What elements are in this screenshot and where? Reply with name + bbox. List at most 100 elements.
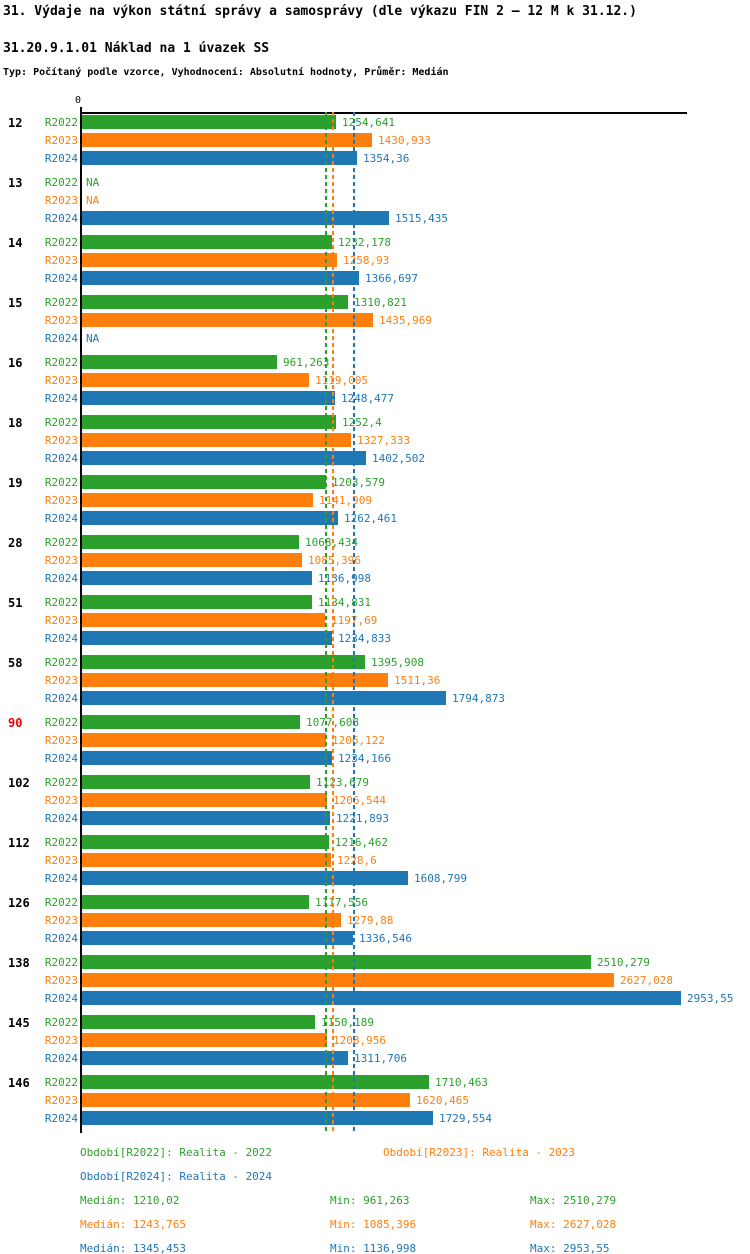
bar-value-label-R2022-102: 1123,679: [316, 776, 369, 789]
legend-median-R2022: Medián: 1210,02: [80, 1194, 180, 1207]
bar-R2024-112: [82, 871, 408, 885]
bar-R2022-112: [82, 835, 329, 849]
category-label-145: 145: [8, 1016, 30, 1030]
category-label-12: 12: [8, 116, 23, 130]
bar-R2023-145: [82, 1033, 327, 1047]
median-line-R2024: [353, 112, 355, 1133]
bar-value-label-R2023-58: 1511,36: [394, 674, 441, 687]
bar-value-label-R2022-18: 1252,4: [342, 416, 382, 429]
bar-R2023-18: [82, 433, 351, 447]
bar-value-label-R2022-138: 2510,279: [597, 956, 650, 969]
bar-R2022-145: [82, 1015, 315, 1029]
category-label-112: 112: [8, 836, 30, 850]
series-row-label-R2023-90: R2023: [44, 734, 78, 747]
bar-value-label-R2024-19: 1262,461: [344, 512, 397, 525]
bar-R2022-146: [82, 1075, 429, 1089]
series-row-label-R2022-12: R2022: [44, 116, 78, 129]
category-label-19: 19: [8, 476, 23, 490]
bar-value-label-R2024-51: 1234,833: [338, 632, 391, 645]
page-title: 31. Výdaje na výkon státní správy a samo…: [3, 4, 637, 19]
series-row-label-R2023-145: R2023: [44, 1034, 78, 1047]
bar-R2023-14: [82, 253, 337, 267]
legend-max-R2024: Max: 2953,55: [530, 1242, 610, 1254]
category-label-102: 102: [8, 776, 30, 790]
series-row-label-R2024-16: R2024: [44, 392, 78, 405]
series-row-label-R2022-51: R2022: [44, 596, 78, 609]
bar-R2023-12: [82, 133, 372, 147]
series-row-label-R2022-28: R2022: [44, 536, 78, 549]
bar-value-label-R2023-138: 2627,028: [620, 974, 673, 987]
category-label-51: 51: [8, 596, 23, 610]
bar-value-label-R2023-90: 1206,122: [332, 734, 385, 747]
category-label-16: 16: [8, 356, 23, 370]
bar-R2022-14: [82, 235, 332, 249]
bar-value-label-R2024-14: 1366,697: [365, 272, 418, 285]
bar-value-label-R2024-126: 1336,546: [359, 932, 412, 945]
bar-value-label-R2022-15: 1310,821: [354, 296, 407, 309]
bar-R2024-146: [82, 1111, 433, 1125]
series-row-label-R2023-19: R2023: [44, 494, 78, 507]
series-row-label-R2024-28: R2024: [44, 572, 78, 585]
bar-R2024-90: [82, 751, 332, 765]
series-row-label-R2022-15: R2022: [44, 296, 78, 309]
bar-value-label-R2022-14: 1232,178: [338, 236, 391, 249]
series-row-label-R2024-102: R2024: [44, 812, 78, 825]
bar-value-label-R2024-12: 1354,36: [363, 152, 410, 165]
median-line-R2022: [325, 112, 327, 1133]
legend-period-R2023: Období[R2023]: Realita - 2023: [383, 1146, 576, 1159]
indicator-type-line: Typ: Počítaný podle vzorce, Vyhodnocení:…: [3, 67, 449, 78]
bar-R2023-15: [82, 313, 373, 327]
series-row-label-R2022-90: R2022: [44, 716, 78, 729]
series-row-label-R2023-14: R2023: [44, 254, 78, 267]
series-row-label-R2023-58: R2023: [44, 674, 78, 687]
series-row-label-R2022-146: R2022: [44, 1076, 78, 1089]
category-label-14: 14: [8, 236, 23, 250]
bar-R2023-58: [82, 673, 388, 687]
series-row-label-R2023-12: R2023: [44, 134, 78, 147]
series-row-label-R2024-90: R2024: [44, 752, 78, 765]
series-row-label-R2023-138: R2023: [44, 974, 78, 987]
x-axis-zero-tick-label: 0: [75, 95, 82, 106]
missing-value-label-R2022-13: NA: [86, 176, 100, 189]
bar-R2024-19: [82, 511, 338, 525]
legend-min-R2023: Min: 1085,396: [330, 1218, 417, 1231]
series-row-label-R2022-145: R2022: [44, 1016, 78, 1029]
bar-value-label-R2023-14: 1258,93: [343, 254, 390, 267]
series-row-label-R2024-145: R2024: [44, 1052, 78, 1065]
series-row-label-R2022-126: R2022: [44, 896, 78, 909]
bar-value-label-R2024-146: 1729,554: [439, 1112, 492, 1125]
series-row-label-R2023-112: R2023: [44, 854, 78, 867]
bar-R2023-28: [82, 553, 302, 567]
series-row-label-R2024-13: R2024: [44, 212, 78, 225]
bar-value-label-R2022-28: 1068,434: [305, 536, 358, 549]
bar-R2023-51: [82, 613, 325, 627]
series-row-label-R2023-13: R2023: [44, 194, 78, 207]
series-row-label-R2023-28: R2023: [44, 554, 78, 567]
series-row-label-R2024-19: R2024: [44, 512, 78, 525]
bar-value-label-R2023-126: 1279,88: [347, 914, 394, 927]
bar-value-label-R2022-12: 1254,641: [342, 116, 395, 129]
bar-value-label-R2022-51: 1134,831: [318, 596, 371, 609]
series-row-label-R2024-15: R2024: [44, 332, 78, 345]
legend-period-R2024: Období[R2024]: Realita - 2024: [80, 1170, 273, 1183]
bar-R2022-12: [82, 115, 336, 129]
legend-max-R2022: Max: 2510,279: [530, 1194, 617, 1207]
series-row-label-R2024-12: R2024: [44, 152, 78, 165]
bar-R2024-145: [82, 1051, 348, 1065]
legend-max-R2023: Max: 2627,028: [530, 1218, 617, 1231]
series-row-label-R2023-146: R2023: [44, 1094, 78, 1107]
y-axis-line: [80, 107, 82, 1133]
legend-min-R2022: Min: 961,263: [330, 1194, 410, 1207]
series-row-label-R2023-102: R2023: [44, 794, 78, 807]
bar-value-label-R2022-19: 1203,579: [332, 476, 385, 489]
bar-value-label-R2024-16: 1248,477: [341, 392, 394, 405]
bar-value-label-R2023-146: 1620,465: [416, 1094, 469, 1107]
series-row-label-R2022-16: R2022: [44, 356, 78, 369]
bar-R2024-14: [82, 271, 359, 285]
series-row-label-R2022-18: R2022: [44, 416, 78, 429]
bar-R2022-102: [82, 775, 310, 789]
bar-R2023-138: [82, 973, 614, 987]
bar-value-label-R2022-112: 1216,462: [335, 836, 388, 849]
bar-R2024-13: [82, 211, 389, 225]
